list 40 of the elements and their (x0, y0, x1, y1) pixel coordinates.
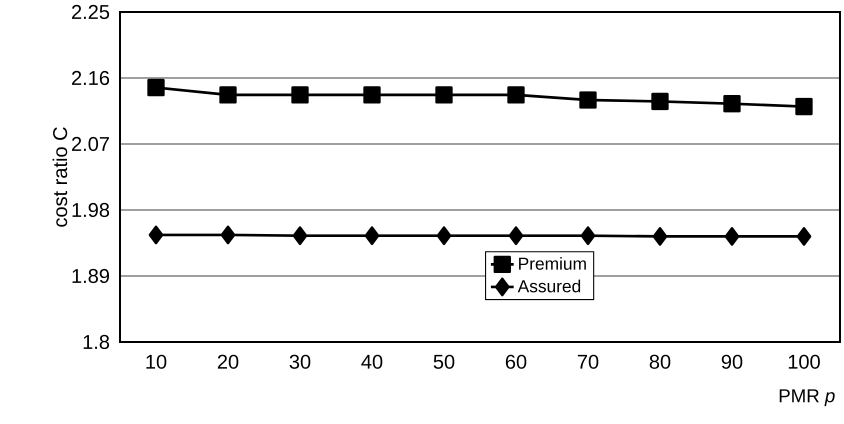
x-tick-label: 60 (506, 354, 526, 369)
point (579, 91, 597, 109)
point (291, 86, 309, 104)
point (723, 94, 741, 112)
y-axis-title: cost ratio C (52, 127, 68, 227)
x-tick-label: 80 (650, 354, 670, 369)
y-tick-label: 2.07 (72, 136, 109, 152)
x-tick-label: 50 (434, 354, 454, 369)
point (652, 227, 668, 246)
y-tick-label: 2.16 (72, 70, 110, 86)
y-tick-label: 2.25 (72, 4, 110, 20)
point (724, 227, 740, 246)
point (435, 86, 453, 104)
point (292, 226, 308, 245)
y-tick-label: 1.8 (84, 334, 110, 350)
x-tick-label: 10 (146, 354, 166, 369)
point (436, 226, 452, 245)
legend-label: Assured (518, 280, 580, 292)
x-tick-label: 70 (578, 354, 598, 369)
point (364, 226, 380, 245)
point (795, 98, 813, 116)
point (148, 226, 164, 244)
point (508, 226, 524, 245)
x-axis-title: PMR p (780, 389, 835, 406)
y-tick-label: 1.98 (72, 202, 110, 218)
point (220, 226, 236, 244)
x-tick-label: 30 (290, 354, 310, 369)
x-tick-label: 90 (722, 354, 742, 369)
x-tick-label: 20 (218, 354, 238, 369)
x-tick-label: 40 (361, 354, 382, 369)
point (651, 92, 669, 110)
y-tick-label: 1.89 (72, 268, 109, 284)
legend-label: Premium (519, 257, 586, 270)
point (147, 78, 165, 96)
point (363, 86, 381, 104)
point (507, 86, 525, 104)
point (796, 227, 812, 246)
point (580, 226, 596, 245)
x-tick-label: 100 (788, 354, 820, 369)
point (219, 86, 237, 104)
